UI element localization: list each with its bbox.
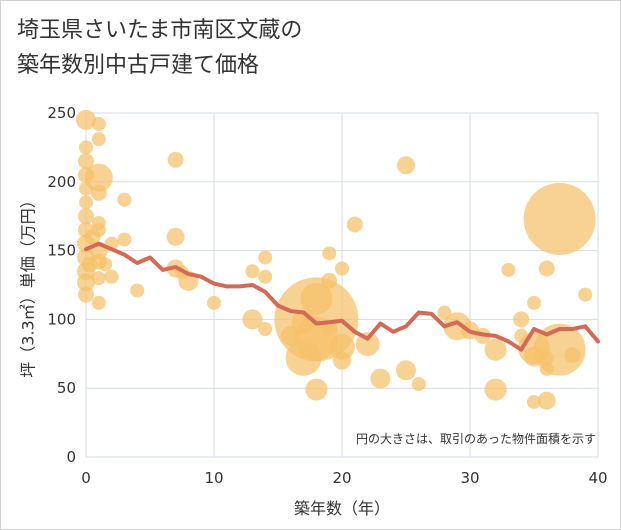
x-tick-label: 0 — [81, 469, 91, 487]
bubble-point — [258, 322, 273, 337]
bubble-point — [501, 262, 516, 277]
bubble-point — [245, 264, 260, 279]
x-tick-label: 30 — [460, 469, 479, 487]
bubble-point — [578, 287, 593, 302]
bubble-point — [76, 109, 96, 130]
bubble-point — [437, 305, 452, 320]
bubble-point — [90, 184, 107, 201]
bubble-point — [370, 368, 391, 389]
bubble-point — [104, 269, 119, 284]
x-tick-label: 20 — [332, 469, 351, 487]
bubble-point — [78, 208, 94, 225]
bubble-point — [79, 181, 93, 196]
bubble-point — [539, 350, 554, 365]
bubble-point — [91, 117, 106, 132]
bubble-point — [335, 261, 349, 276]
bubble-point — [411, 377, 426, 392]
bubble-point — [91, 132, 106, 147]
bubble-point — [300, 282, 333, 315]
bubble-point — [258, 250, 273, 265]
size-note: 円の大きさは、取引のあった物件面積を示す — [356, 431, 596, 446]
chart-title: 埼玉県さいたま市南区文蔵の 築年数別中古戸建て価格 — [17, 18, 303, 78]
bubble-series — [76, 109, 596, 410]
bubble-point — [98, 257, 113, 272]
bubble-point — [538, 260, 555, 277]
y-tick-label: 100 — [47, 310, 76, 328]
bubble-point — [527, 394, 541, 409]
bubble-point — [346, 216, 363, 233]
bubble-point — [329, 333, 355, 360]
bubble-point — [166, 227, 185, 246]
bubble-point — [524, 346, 544, 367]
average-line-series — [84, 241, 600, 352]
bubble-point — [333, 351, 351, 370]
y-tick-label: 250 — [47, 104, 76, 122]
bubble-point — [91, 295, 106, 310]
bubble-point — [513, 311, 530, 328]
bubble-point — [397, 156, 415, 175]
bubble-point — [322, 246, 337, 261]
bubble-point — [117, 232, 132, 247]
x-tick-label: 10 — [204, 469, 223, 487]
bubble-point — [79, 140, 93, 155]
bubble-point — [355, 332, 380, 357]
bubble-point — [484, 338, 507, 361]
x-tick-label: 40 — [588, 469, 607, 487]
average-price-line — [84, 241, 600, 352]
bubble-point — [91, 222, 106, 237]
y-axis-label: 坪（3.3㎡）単価（万円） — [19, 192, 38, 377]
y-tick-label: 200 — [47, 173, 76, 191]
axis-ticks: 0 10 20 30 40 0 50 100 150 200 250 — [47, 104, 607, 487]
bubble-point — [91, 271, 106, 286]
bubble-point — [78, 166, 94, 183]
bubble-point — [321, 272, 338, 289]
bubble-point — [280, 325, 301, 346]
bubble-point — [396, 360, 416, 381]
bubble-point — [258, 269, 273, 284]
y-tick-label: 0 — [66, 448, 76, 466]
grid-lines — [85, 112, 599, 458]
bubble-point — [78, 286, 94, 303]
bubble-point — [514, 328, 529, 343]
bubble-point — [484, 378, 507, 401]
bubble-point — [117, 192, 132, 207]
bubble-point — [79, 195, 93, 210]
bubble-point — [242, 309, 263, 330]
x-axis-label: 築年数（年） — [294, 499, 390, 518]
bubble-point — [285, 339, 322, 376]
y-tick-label: 50 — [57, 379, 76, 397]
bubble-point — [167, 151, 184, 168]
bubble-point — [527, 295, 541, 310]
bubble-point — [77, 273, 95, 292]
bubble-point — [564, 347, 581, 364]
bubble-point — [537, 391, 556, 410]
bubble-point — [130, 283, 145, 298]
y-tick-label: 150 — [47, 242, 76, 260]
bubble-point — [207, 295, 221, 310]
bubble-point — [305, 378, 328, 401]
bubble-point — [78, 153, 94, 170]
bubble-point — [539, 361, 554, 376]
bubble-point — [523, 182, 596, 255]
